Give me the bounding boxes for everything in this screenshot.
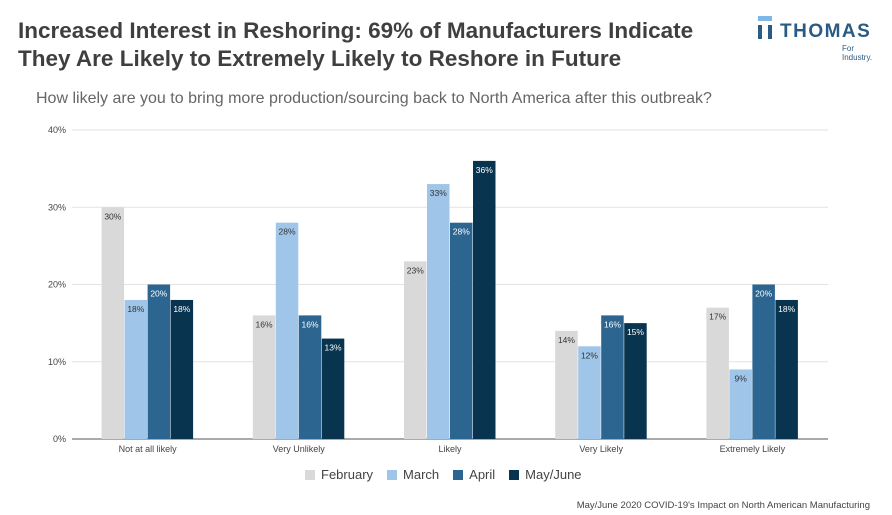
legend-item: March [387,467,439,482]
bar [624,323,647,439]
bar [706,307,729,439]
data-label: 13% [325,343,342,353]
legend-swatch [453,470,464,480]
bar [555,330,578,439]
data-label: 17% [709,312,726,322]
bar [578,346,601,439]
data-label: 33% [430,188,447,198]
x-tick-label: Extremely Likely [720,444,786,454]
legend: February March April May/June [305,467,582,482]
data-label: 28% [279,227,296,237]
data-label: 20% [150,289,167,299]
data-label: 20% [755,289,772,299]
data-label: 18% [173,304,190,314]
legend-swatch [509,470,520,480]
data-label: 14% [558,335,575,345]
legend-swatch [305,470,315,480]
data-label: 30% [104,211,121,221]
bar [427,184,450,439]
bar [124,299,148,439]
legend-label: February [321,467,374,482]
page-title: Increased Interest in Reshoring: 69% of … [18,18,694,71]
data-label: 16% [604,319,621,329]
x-tick-label: Not at all likely [119,444,178,454]
legend-label: April [469,467,496,482]
bar-chart: 0% 10% 20% 30% 40% Not at all likely 30% 18% 20%… [48,125,828,454]
bar [775,299,798,439]
data-label: 16% [302,319,319,329]
data-label: 15% [627,327,644,337]
bar [321,338,345,439]
legend-item: April [453,467,495,482]
bar [101,207,125,439]
bar [601,315,624,439]
legend-swatch [387,470,398,480]
bar [252,315,276,439]
legend-label: May/June [525,467,582,482]
legend-item: February [305,467,373,482]
data-label: 18% [778,304,795,314]
bar [147,284,171,439]
y-tick-label: 10% [48,357,66,367]
x-tick-label: Very Likely [579,444,623,454]
logo-text: THOMAS [780,21,872,42]
bar [752,284,775,439]
y-tick-label: 20% [48,280,66,290]
data-label: 16% [256,319,273,329]
legend-item: May/June [509,467,582,482]
data-label: 36% [476,165,493,175]
y-tick-label: 0% [53,434,66,444]
source-note: May/June 2020 COVID-19's Impact on North… [576,500,870,511]
data-label: 12% [581,350,598,360]
x-tick-label: Very Unlikely [273,444,326,454]
data-label: 9% [735,373,748,383]
bar [729,369,752,439]
data-label: 23% [407,265,424,275]
thomas-logo: THOMAS For Industry. [755,14,885,62]
y-tick-label: 30% [48,202,66,212]
legend-label: March [403,467,440,482]
bar [170,299,194,439]
data-label: 28% [453,227,470,237]
y-tick-label: 40% [48,125,66,135]
bar [298,315,322,439]
bar [473,160,496,439]
bar [450,222,473,439]
x-tick-label: Likely [438,444,462,454]
bar [404,261,427,439]
chart-title: How likely are you to bring more product… [36,90,712,107]
data-label: 18% [127,304,144,314]
bar [275,222,299,439]
logo-tagline: For Industry. [842,44,873,62]
